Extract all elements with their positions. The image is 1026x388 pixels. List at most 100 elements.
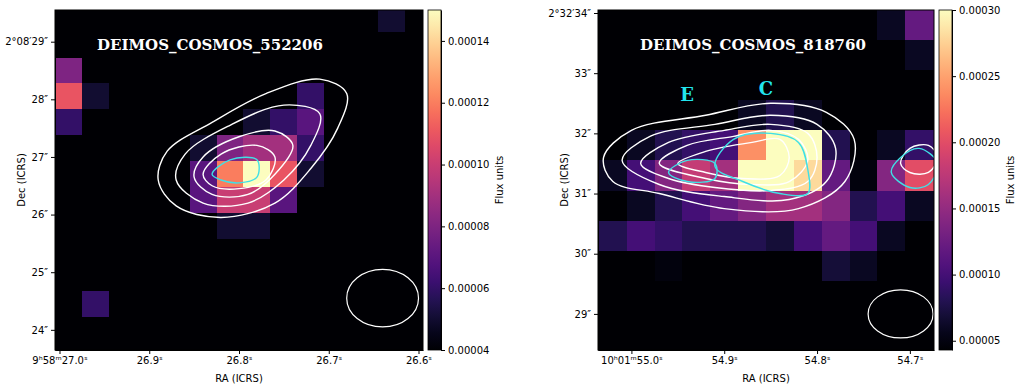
image-cell <box>738 221 766 252</box>
image-cell <box>82 343 110 350</box>
image-cell <box>405 291 423 318</box>
y-axis-line <box>55 11 56 351</box>
y-tick-mark <box>594 254 598 255</box>
image-cell <box>405 32 423 59</box>
colorbar-tick: 0.00012 <box>441 97 489 108</box>
image-cell <box>55 291 83 318</box>
image-cell <box>351 239 379 266</box>
colorbar-tick-label: 0.00025 <box>959 71 1000 82</box>
panel: DEIMOS_COSMOS_5522069ʰ58ᵐ27.0ˢ26.9ˢ26.8ˢ… <box>5 6 505 384</box>
image-cell <box>270 239 298 266</box>
image-cell <box>905 70 933 101</box>
image-cell <box>877 191 905 222</box>
image-cell <box>243 291 271 318</box>
colorbar-tick: 0.00008 <box>441 221 489 232</box>
image-cell <box>850 160 878 191</box>
image-cell <box>877 10 905 41</box>
x-axis-title: RA (ICRS) <box>742 373 790 384</box>
colorbar-title: Flux units <box>494 156 505 205</box>
colorbar-title: Flux units <box>1005 156 1016 205</box>
image-cell <box>599 40 627 71</box>
y-tick-mark <box>51 157 55 158</box>
image-cell <box>378 239 406 266</box>
plot-area <box>598 10 934 350</box>
image-cell <box>324 109 352 136</box>
image-cell <box>190 291 218 318</box>
image-cell <box>378 187 406 214</box>
image-cell <box>405 135 423 162</box>
image-cell <box>109 109 137 136</box>
image-cell <box>190 265 218 292</box>
image-cell <box>55 317 83 344</box>
image-cell <box>738 160 766 191</box>
image-cell <box>297 135 325 162</box>
image-cell <box>405 213 423 240</box>
y-tick-label: 32″ <box>575 128 592 139</box>
plot-frame <box>55 10 423 350</box>
image-cell <box>738 281 766 312</box>
y-tick: 30″ <box>575 248 598 259</box>
contour <box>622 115 836 201</box>
image-cell <box>190 239 218 266</box>
image-cell <box>378 10 406 32</box>
image-cell <box>905 191 933 222</box>
image-cell <box>297 58 325 85</box>
x-tick-label: 10ʰ01ᵐ55.0ˢ <box>601 355 663 366</box>
image-cell <box>109 83 137 110</box>
image-cell <box>82 187 110 214</box>
image-cell <box>82 239 110 266</box>
x-tick: 26.7ˢ <box>316 350 342 366</box>
image-cell <box>738 251 766 282</box>
image-cell <box>905 160 933 191</box>
chart-container: DEIMOS_COSMOS_5522069ʰ58ᵐ27.0ˢ26.9ˢ26.8ˢ… <box>0 0 1026 388</box>
y-tick-mark <box>51 99 55 100</box>
y-tick: 31″ <box>575 188 598 199</box>
image-cell <box>655 70 683 101</box>
image-cell <box>405 10 423 32</box>
y-tick: 25″ <box>32 267 55 278</box>
colorbar-tick-mark <box>952 76 956 77</box>
y-tick: 33″ <box>575 68 598 79</box>
colorbar: 0.000050.000100.000150.000200.000250.000… <box>939 5 1016 351</box>
image-cell <box>599 251 627 282</box>
image-cell <box>55 187 83 214</box>
colorbar-tick-mark <box>441 165 445 166</box>
y-tick: 24″ <box>32 325 55 336</box>
image-cell <box>109 317 137 344</box>
colorbar-tick-label: 0.00005 <box>959 335 1000 346</box>
image-cell <box>163 213 191 240</box>
image-cell <box>163 83 191 110</box>
image-cell <box>877 70 905 101</box>
image-cell <box>217 109 245 136</box>
image-cell <box>324 265 352 292</box>
contours <box>158 79 348 218</box>
image-cell <box>351 135 379 162</box>
image-cell <box>109 239 137 266</box>
image-cell <box>190 343 218 350</box>
colorbar-axis: 0.000040.000060.000080.000100.000120.000… <box>441 11 489 356</box>
image-cell <box>822 191 850 222</box>
x-tick-label: 54.7ˢ <box>897 355 923 366</box>
image-cell <box>850 251 878 282</box>
image-cell <box>822 70 850 101</box>
image-cell <box>794 251 822 282</box>
x-tick-mark <box>149 350 150 354</box>
colorbar-tick-label: 0.00008 <box>448 221 489 232</box>
image-cell <box>82 83 110 110</box>
image-cell <box>217 317 245 344</box>
y-tick-label: 27″ <box>32 152 49 163</box>
image-cell <box>877 251 905 282</box>
image-cell <box>163 10 191 32</box>
image-cell <box>351 109 379 136</box>
colorbar-tick: 0.00014 <box>441 36 489 47</box>
image-cell <box>627 130 655 161</box>
image-cell <box>55 239 83 266</box>
image-cell <box>82 135 110 162</box>
image-cell <box>850 281 878 312</box>
x-tick: 26.9ˢ <box>137 350 163 366</box>
image-cell <box>378 83 406 110</box>
image-cell <box>351 291 379 318</box>
image-cell <box>627 311 655 342</box>
image-cell <box>136 343 164 350</box>
y-tick-mark <box>594 13 598 14</box>
